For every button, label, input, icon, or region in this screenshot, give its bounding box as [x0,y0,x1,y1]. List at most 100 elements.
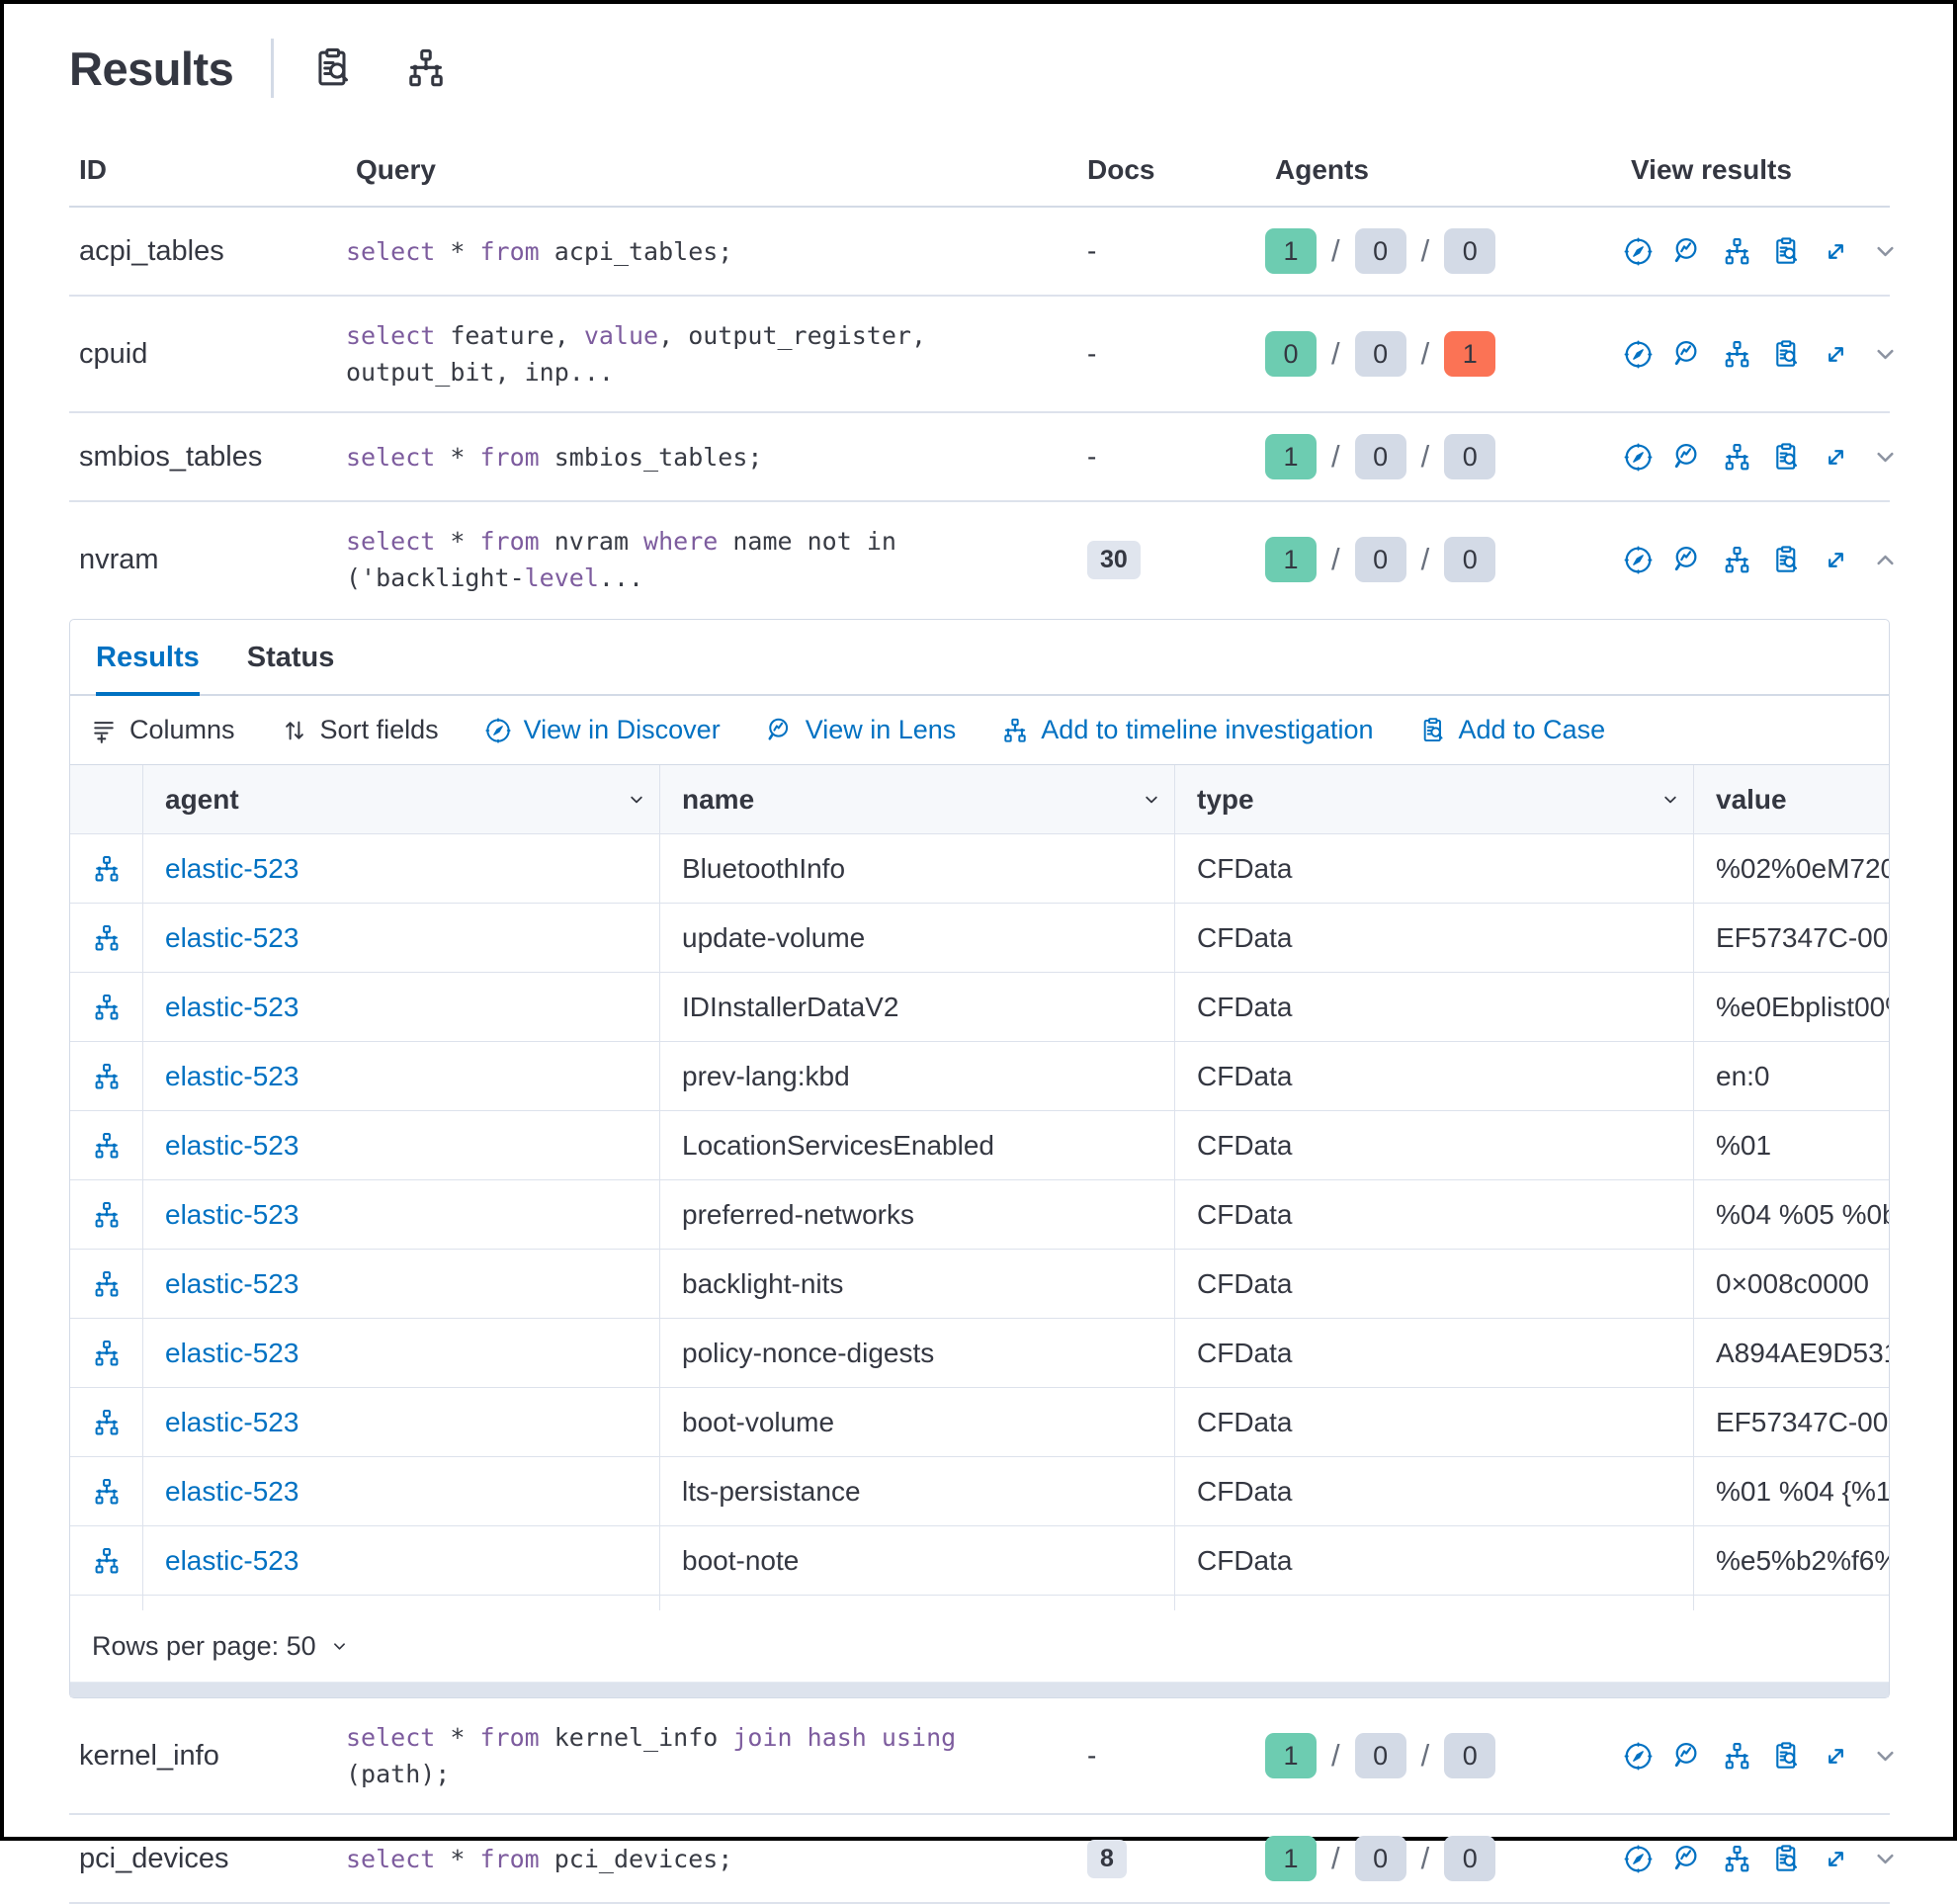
name-header-label: name [682,783,755,815]
timeline-icon[interactable] [1722,442,1752,473]
timeline-icon[interactable] [1722,545,1752,575]
lens-icon[interactable] [1672,1844,1703,1874]
fullscreen-icon[interactable] [1821,1844,1851,1874]
timeline-icon[interactable] [70,1526,143,1596]
fullscreen-icon[interactable] [1821,545,1851,575]
fullscreen-icon[interactable] [1821,236,1851,267]
timeline-icon[interactable] [70,1388,143,1457]
chevron-down-icon[interactable] [1870,339,1901,370]
columns-button[interactable]: Columns [90,715,235,745]
column-header-type[interactable]: type [1175,765,1694,834]
column-header-value[interactable]: value [1694,765,1889,834]
agent-link[interactable]: elastic-523 [165,1406,299,1437]
result-type: CFData [1175,1250,1694,1319]
timeline-icon[interactable] [70,1180,143,1250]
timeline-icon[interactable] [1722,339,1752,370]
sort-icon [281,717,308,744]
fullscreen-icon[interactable] [1821,1741,1851,1772]
docs-count: - [1087,441,1097,472]
timeline-icon[interactable] [1722,1844,1752,1874]
agents-separator: / [1331,1738,1340,1773]
column-header-name[interactable]: name [660,765,1175,834]
timeline-icon[interactable] [70,1457,143,1526]
docs-count-badge: 30 [1087,540,1141,579]
agent-link[interactable]: elastic-523 [165,1267,299,1299]
timeline-icon[interactable] [1722,1741,1752,1772]
timeline-icon[interactable] [70,904,143,973]
case-icon[interactable] [1771,442,1802,473]
case-icon[interactable] [1771,545,1802,575]
case-icon[interactable] [1771,1741,1802,1772]
agent-link[interactable]: elastic-523 [165,921,299,953]
tab-results[interactable]: Results [96,642,200,696]
tab-status[interactable]: Status [246,642,335,673]
discover-icon[interactable] [1623,1844,1654,1874]
panel-scrollbar-track[interactable] [70,1682,1889,1697]
agent-link[interactable]: elastic-523 [165,1337,299,1368]
result-row: elastic-523 policy-nonce-digests CFData … [70,1319,1889,1388]
agent-link[interactable]: elastic-523 [165,1198,299,1230]
chevron-down-icon[interactable] [1141,789,1162,811]
chevron-down-icon[interactable] [1870,1741,1901,1772]
view-in-discover-button[interactable]: View in Discover [484,715,721,745]
query-row-nvram: nvram select * from nvram where name not… [69,502,1894,617]
timeline-icon[interactable] [1722,236,1752,267]
agents-status: 1 / 0 / 0 [1265,1733,1621,1778]
result-type: CFData [1175,1388,1694,1457]
lens-icon[interactable] [1672,236,1703,267]
lens-icon[interactable] [1672,545,1703,575]
result-row: elastic-523 backlight-nits CFData 0×008c… [70,1250,1889,1319]
agent-count-badge-gray: 0 [1444,1836,1496,1881]
fullscreen-icon[interactable] [1821,339,1851,370]
chevron-down-icon[interactable] [626,789,647,811]
agent-link[interactable]: elastic-523 [165,1544,299,1576]
result-type: CFData [1175,1319,1694,1388]
inspect-icon[interactable] [311,46,355,90]
chevron-up-icon[interactable] [1870,545,1901,575]
result-row: elastic-523 preferred-networks CFData %0… [70,1180,1889,1250]
chevron-down-icon[interactable] [1870,1844,1901,1874]
agents-status: 1 / 0 / 0 [1265,228,1621,274]
column-header-agent[interactable]: agent [143,765,660,834]
discover-icon[interactable] [1623,442,1654,473]
add-to-timeline-button[interactable]: Add to timeline investigation [1001,715,1374,745]
topology-icon[interactable] [404,46,448,90]
chevron-down-icon[interactable] [1659,789,1681,811]
timeline-icon[interactable] [70,834,143,904]
discover-icon[interactable] [1623,236,1654,267]
timeline-icon[interactable] [70,1042,143,1111]
timeline-icon[interactable] [70,1111,143,1180]
fullscreen-icon[interactable] [1821,442,1851,473]
timeline-icon[interactable] [70,1319,143,1388]
chevron-down-icon[interactable] [1870,442,1901,473]
result-name: policy-nonce-digests [660,1319,1175,1388]
agent-link[interactable]: elastic-523 [165,1060,299,1091]
agent-link[interactable]: elastic-523 [165,852,299,884]
add-to-case-button[interactable]: Add to Case [1419,715,1605,745]
chevron-down-icon[interactable] [1870,236,1901,267]
discover-icon[interactable] [1623,339,1654,370]
lens-icon[interactable] [1672,339,1703,370]
case-icon[interactable] [1771,236,1802,267]
discover-icon[interactable] [1623,1741,1654,1772]
view-in-lens-button[interactable]: View in Lens [766,715,956,745]
agent-count-badge-green: 1 [1265,228,1317,274]
lens-icon[interactable] [1672,1741,1703,1772]
rows-per-page-control[interactable]: Rows per page: 50 [70,1610,1889,1682]
timeline-icon[interactable] [70,1250,143,1319]
lens-icon[interactable] [1672,442,1703,473]
agent-count-badge-gray: 0 [1354,434,1406,479]
case-icon[interactable] [1771,1844,1802,1874]
agent-link[interactable]: elastic-523 [165,991,299,1022]
agents-status: 1 / 0 / 0 [1265,537,1621,582]
case-icon[interactable] [1771,339,1802,370]
discover-icon [484,717,512,744]
agent-link[interactable]: elastic-523 [165,1129,299,1161]
discover-icon[interactable] [1623,545,1654,575]
agent-link[interactable]: elastic-523 [165,1475,299,1507]
timeline-icon[interactable] [70,973,143,1042]
result-type: CFData [1175,973,1694,1042]
sort-fields-button[interactable]: Sort fields [281,715,439,745]
agents-separator: / [1420,1841,1430,1875]
query-row-kernel_info: kernel_info select * from kernel_info jo… [69,1698,1894,1815]
